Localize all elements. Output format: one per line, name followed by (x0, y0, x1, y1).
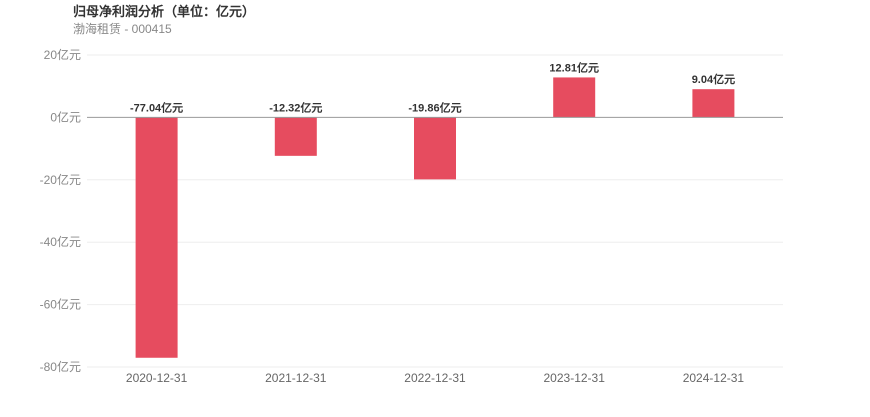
chart-subtitle: 渤海租赁 - 000415 (73, 22, 172, 36)
y-tick-label: -20亿元 (40, 172, 81, 187)
bar (553, 77, 596, 118)
grid-lines (87, 54, 783, 368)
x-category-label: 2022-12-31 (404, 371, 466, 385)
x-category-label: 2020-12-31 (126, 371, 188, 385)
bar (692, 89, 735, 118)
bars (135, 77, 735, 358)
y-axis-ticks: 20亿元 0亿元 -20亿元 -40亿元 -60亿元 -80亿元 (40, 47, 81, 374)
x-category-label: 2021-12-31 (265, 371, 327, 385)
y-tick-label: -80亿元 (40, 359, 81, 374)
data-label: 9.04亿元 (692, 72, 735, 86)
bar (135, 117, 178, 358)
x-category-label: 2023-12-31 (544, 371, 606, 385)
x-axis-categories: 2020-12-31 2021-12-31 2022-12-31 2023-12-31… (126, 371, 745, 385)
data-label: -12.32亿元 (269, 100, 322, 114)
data-label: 12.81亿元 (549, 60, 599, 74)
y-tick-label: 20亿元 (44, 47, 81, 62)
data-label: -19.86亿元 (408, 100, 461, 114)
y-tick-label: -60亿元 (40, 297, 81, 312)
x-category-label: 2024-12-31 (683, 371, 745, 385)
bar (414, 117, 456, 180)
bar (274, 117, 317, 156)
value-labels: -77.04亿元 -12.32亿元 -19.86亿元 12.81亿元 9.04亿元 (130, 60, 735, 114)
data-label: -77.04亿元 (130, 100, 183, 114)
y-tick-label: 0亿元 (50, 109, 81, 124)
chart-title: 归母净利润分析（单位：亿元） (73, 4, 256, 19)
y-tick-label: -40亿元 (40, 234, 81, 249)
